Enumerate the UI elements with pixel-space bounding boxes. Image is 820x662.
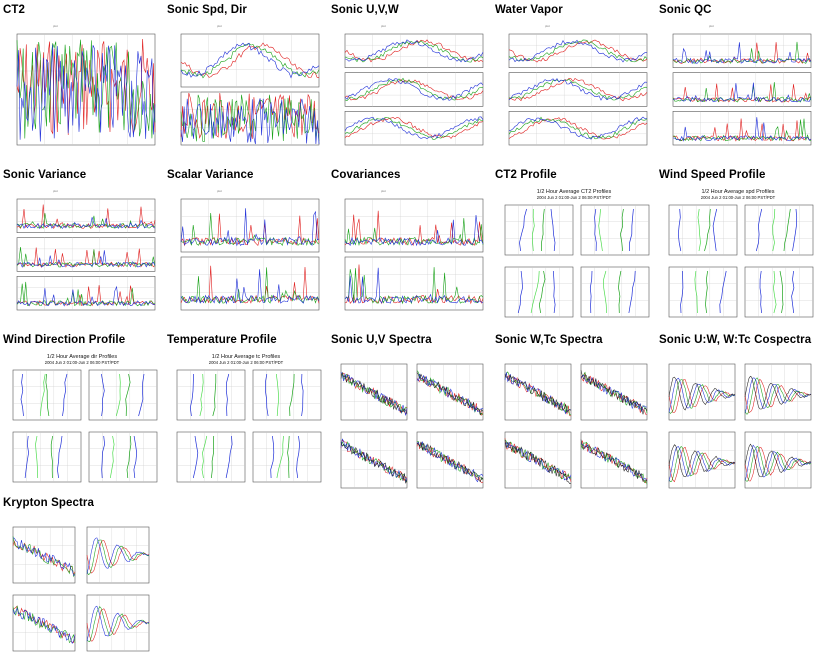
gallery-cell-ct2: CT2 plot bbox=[3, 4, 163, 169]
plot-title-temperature-profile[interactable]: Temperature Profile bbox=[167, 334, 277, 346]
gallery-cell-covariances: Covariances plot bbox=[331, 169, 491, 334]
gallery-cell-wind-speed-profile: Wind Speed Profile 1/2 Hour Average spd P… bbox=[659, 169, 819, 334]
plot-thumbnail-krypton-spectra[interactable] bbox=[3, 513, 161, 653]
plot-image-sonic-uv-spectra bbox=[340, 363, 484, 489]
plot-thumbnail-sonic-uvw[interactable]: plot bbox=[331, 20, 489, 160]
plot-thumbnail-wind-direction-profile[interactable]: 1/2 Hour Average dir Profiles 2004 Jun 2 … bbox=[3, 350, 161, 490]
svg-text:plot: plot bbox=[53, 24, 58, 28]
plot-title-sonic-uv-spectra[interactable]: Sonic U,V Spectra bbox=[331, 334, 432, 346]
plot-thumbnail-sonic-variance[interactable]: plot bbox=[3, 185, 161, 325]
plot-thumbnail-ct2-profile[interactable]: 1/2 Hour Average CT2 Profiles 2004 Jun 2 … bbox=[495, 185, 653, 325]
gallery-cell-sonic-uv-spectra: Sonic U,V Spectra bbox=[331, 334, 491, 499]
svg-text:plot: plot bbox=[217, 189, 222, 193]
plot-thumbnail-sonic-wtc-spectra[interactable] bbox=[495, 350, 653, 490]
gallery-cell-scalar-variance: Scalar Variance plot bbox=[167, 169, 327, 334]
svg-text:plot: plot bbox=[709, 24, 714, 28]
plot-thumbnail-ct2[interactable]: plot bbox=[3, 20, 161, 160]
profile-caption: 1/2 Hour Average tc Profiles bbox=[212, 354, 281, 360]
plot-thumbnail-covariances[interactable]: plot bbox=[331, 185, 489, 325]
plot-title-sonic-uvw[interactable]: Sonic U,V,W bbox=[331, 4, 399, 16]
gallery-cell-krypton-spectra: Krypton Spectra bbox=[3, 497, 163, 662]
profile-caption: 1/2 Hour Average dir Profiles bbox=[47, 354, 117, 360]
profile-caption: 1/2 Hour Average spd Profiles bbox=[702, 189, 775, 195]
plot-title-sonic-variance[interactable]: Sonic Variance bbox=[3, 169, 87, 181]
plot-title-sonic-qc[interactable]: Sonic QC bbox=[659, 4, 712, 16]
gallery-cell-water-vapor: Water Vapor plot bbox=[495, 4, 655, 169]
plot-image-covariances: plot bbox=[344, 189, 484, 311]
gallery-cell-sonic-spd-dir: Sonic Spd, Dir plot bbox=[167, 4, 327, 169]
profile-subcaption: 2004 Jun 2 01:00-Jun 2 06:00 PST/PDT bbox=[537, 195, 612, 200]
gallery-cell-sonic-uw-wtc-cospectra: Sonic U:W, W:Tc Cospectra bbox=[659, 334, 819, 499]
plot-title-scalar-variance[interactable]: Scalar Variance bbox=[167, 169, 254, 181]
plot-image-sonic-spd-dir: plot bbox=[180, 24, 320, 146]
plot-title-water-vapor[interactable]: Water Vapor bbox=[495, 4, 563, 16]
plot-thumbnail-temperature-profile[interactable]: 1/2 Hour Average tc Profiles 2004 Jun 2 0… bbox=[167, 350, 325, 490]
plot-thumbnail-scalar-variance[interactable]: plot bbox=[167, 185, 325, 325]
plot-title-sonic-wtc-spectra[interactable]: Sonic W,Tc Spectra bbox=[495, 334, 603, 346]
profile-subcaption: 2004 Jun 2 01:00-Jun 2 06:00 PST/PDT bbox=[209, 360, 284, 365]
plot-image-sonic-qc: plot bbox=[672, 24, 812, 146]
svg-text:plot: plot bbox=[545, 24, 550, 28]
plot-thumbnail-water-vapor[interactable]: plot bbox=[495, 20, 653, 160]
plot-image-sonic-variance: plot bbox=[16, 189, 156, 311]
plot-image-sonic-uw-wtc-cospectra bbox=[668, 363, 812, 489]
plot-title-ct2[interactable]: CT2 bbox=[3, 4, 26, 16]
plot-thumbnail-wind-speed-profile[interactable]: 1/2 Hour Average spd Profiles 2004 Jun 2 … bbox=[659, 185, 817, 325]
profile-subcaption: 2004 Jun 2 01:00-Jun 2 06:00 PST/PDT bbox=[45, 360, 120, 365]
gallery-cell-temperature-profile: Temperature Profile 1/2 Hour Average tc P… bbox=[167, 334, 327, 499]
plot-image-krypton-spectra bbox=[12, 526, 150, 652]
gallery-cell-sonic-qc: Sonic QC plot bbox=[659, 4, 819, 169]
svg-text:plot: plot bbox=[217, 24, 222, 28]
plot-image-scalar-variance: plot bbox=[180, 189, 320, 311]
svg-text:plot: plot bbox=[53, 189, 58, 193]
profile-subcaption: 2004 Jun 2 01:00-Jun 2 06:00 PST/PDT bbox=[701, 195, 776, 200]
gallery-cell-ct2-profile: CT2 Profile 1/2 Hour Average CT2 Profiles… bbox=[495, 169, 655, 334]
gallery-cell-sonic-uvw: Sonic U,V,W plot bbox=[331, 4, 491, 169]
svg-text:plot: plot bbox=[381, 189, 386, 193]
plot-image-sonic-wtc-spectra bbox=[504, 363, 648, 489]
gallery-cell-sonic-variance: Sonic Variance plot bbox=[3, 169, 163, 334]
gallery-cell-sonic-wtc-spectra: Sonic W,Tc Spectra bbox=[495, 334, 655, 499]
plot-image-ct2: plot bbox=[16, 24, 156, 146]
gallery-cell-wind-direction-profile: Wind Direction Profile 1/2 Hour Average d… bbox=[3, 334, 163, 499]
plot-title-wind-direction-profile[interactable]: Wind Direction Profile bbox=[3, 334, 126, 346]
profile-caption: 1/2 Hour Average CT2 Profiles bbox=[537, 189, 612, 195]
plot-title-sonic-spd-dir[interactable]: Sonic Spd, Dir bbox=[167, 4, 247, 16]
plot-title-wind-speed-profile[interactable]: Wind Speed Profile bbox=[659, 169, 766, 181]
plot-image-sonic-uvw: plot bbox=[344, 24, 484, 146]
plot-thumbnail-sonic-spd-dir[interactable]: plot bbox=[167, 20, 325, 160]
plot-thumbnail-sonic-uw-wtc-cospectra[interactable] bbox=[659, 350, 817, 490]
plot-title-ct2-profile[interactable]: CT2 Profile bbox=[495, 169, 557, 181]
plot-title-covariances[interactable]: Covariances bbox=[331, 169, 401, 181]
plot-image-water-vapor: plot bbox=[508, 24, 648, 146]
svg-text:plot: plot bbox=[381, 24, 386, 28]
plot-thumbnail-sonic-qc[interactable]: plot bbox=[659, 20, 817, 160]
plot-thumbnail-sonic-uv-spectra[interactable] bbox=[331, 350, 489, 490]
plot-title-sonic-uw-wtc-cospectra[interactable]: Sonic U:W, W:Tc Cospectra bbox=[659, 334, 812, 346]
plot-title-krypton-spectra[interactable]: Krypton Spectra bbox=[3, 497, 94, 509]
